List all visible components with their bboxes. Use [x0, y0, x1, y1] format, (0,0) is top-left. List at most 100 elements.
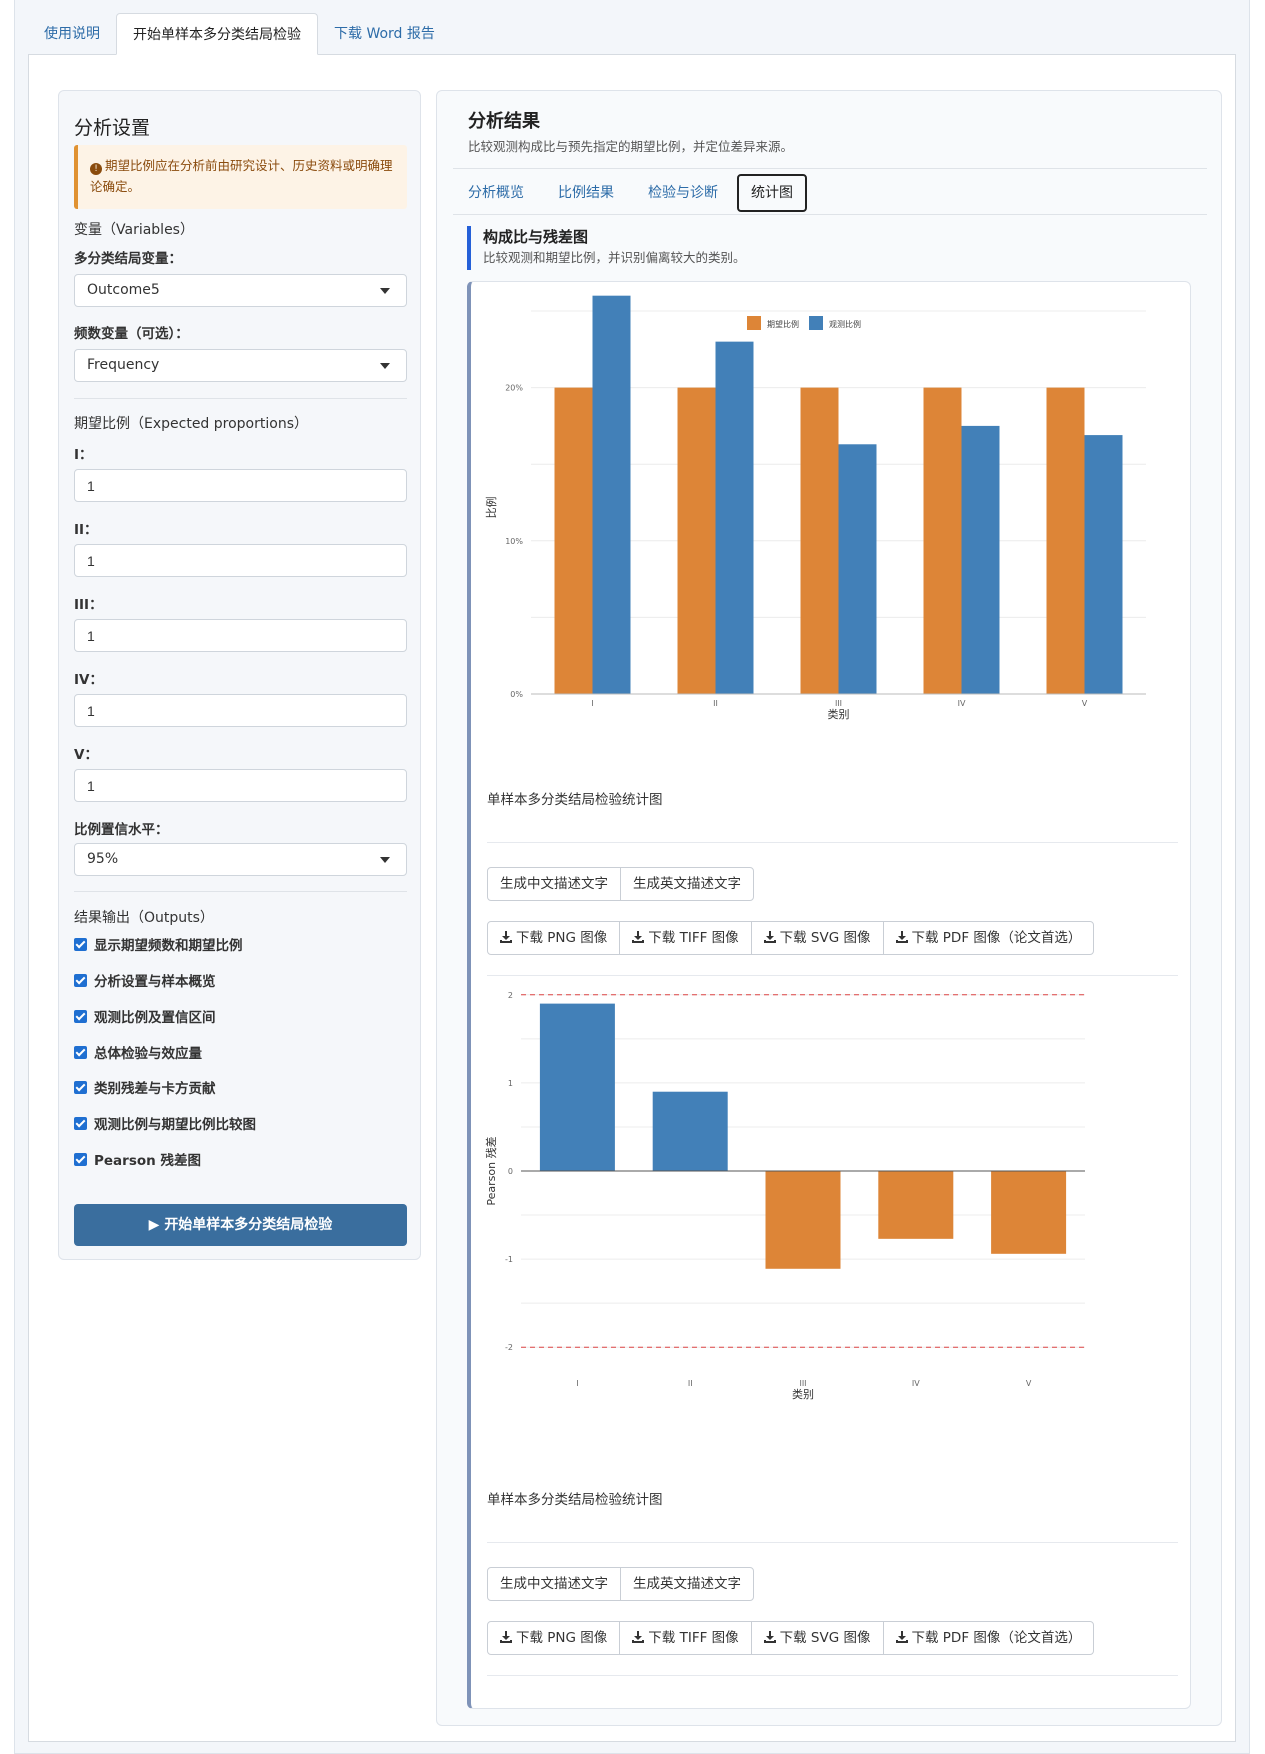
x-tick-label: IV — [958, 699, 966, 708]
chart1-desc-buttons: 生成中文描述文字 生成英文描述文字 — [487, 867, 754, 901]
download-pdf-button[interactable]: 下载 PDF 图像（论文首选） — [882, 1621, 1095, 1655]
legend-label: 观测比例 — [829, 319, 861, 329]
tab-start-test[interactable]: 开始单样本多分类结局检验 — [116, 13, 318, 55]
prop-label-5: V： — [74, 747, 98, 763]
chart2-desc-buttons: 生成中文描述文字 生成英文描述文字 — [487, 1567, 754, 1601]
output-checkbox-6[interactable]: 观测比例与期望比例比较图 — [74, 1113, 256, 1133]
divider — [487, 1542, 1178, 1543]
gen-english-desc-button[interactable]: 生成英文描述文字 — [620, 867, 754, 901]
checkbox-label: 分析设置与样本概览 — [94, 974, 216, 990]
divider — [453, 214, 1207, 215]
download-png-button[interactable]: 下载 PNG 图像 — [487, 921, 621, 955]
y-tick-label: 20% — [505, 384, 523, 393]
prop-input-3[interactable] — [74, 619, 407, 652]
output-checkbox-3[interactable]: 观测比例及置信区间 — [74, 1006, 216, 1026]
y-tick-label: 10% — [505, 537, 523, 546]
bar-observed — [838, 444, 877, 694]
download-png-button[interactable]: 下载 PNG 图像 — [487, 1621, 621, 1655]
chevron-down-icon — [380, 363, 390, 369]
button-label: 下载 SVG 图像 — [779, 1630, 871, 1646]
tab-download-report[interactable]: 下载 Word 报告 — [334, 26, 435, 42]
download-icon — [895, 931, 908, 943]
y-axis-label: Pearson 残差 — [484, 1136, 498, 1205]
download-svg-button[interactable]: 下载 SVG 图像 — [750, 921, 884, 955]
divider — [487, 975, 1178, 976]
button-label: 下载 SVG 图像 — [779, 930, 871, 946]
outcome-label: 多分类结局变量： — [74, 251, 182, 267]
bar-observed — [1084, 435, 1123, 694]
residual-bar — [765, 1171, 841, 1269]
ci-select[interactable]: 95% — [74, 843, 407, 876]
prop-label-3: III： — [74, 597, 103, 613]
x-tick-label: II — [713, 699, 718, 708]
output-checkbox-5[interactable]: 类别残差与卡方贡献 — [74, 1077, 216, 1097]
alert-text: 期望比例应在分析前由研究设计、历史资料或明确理论确定。 — [90, 158, 393, 194]
output-checkbox-2[interactable]: 分析设置与样本概览 — [74, 970, 216, 990]
checkbox-icon — [74, 973, 87, 987]
chart2-download-buttons: 下载 PNG 图像 下载 TIFF 图像 下载 SVG 图像 下载 PDF 图像… — [487, 1621, 1095, 1655]
button-label: 下载 PNG 图像 — [516, 1630, 608, 1646]
button-label: 下载 TIFF 图像 — [648, 1630, 739, 1646]
info-icon: ! — [90, 163, 102, 175]
variables-section-label: 变量（Variables） — [74, 222, 194, 238]
y-axis-label: 比例 — [484, 497, 498, 519]
sidebar-title: 分析设置 — [74, 117, 151, 139]
x-tick-label: III — [799, 1379, 806, 1388]
output-checkbox-7[interactable]: Pearson 残差图 — [74, 1149, 201, 1169]
chevron-down-icon — [380, 857, 390, 863]
output-checkbox-1[interactable]: 显示期望频数和期望比例 — [74, 934, 243, 954]
x-axis-label: 类别 — [792, 1387, 814, 1401]
run-button-label: 开始单样本多分类结局检验 — [164, 1217, 333, 1233]
output-checkbox-4[interactable]: 总体检验与效应量 — [74, 1042, 202, 1062]
results-title: 分析结果 — [468, 111, 540, 132]
gen-chinese-desc-button[interactable]: 生成中文描述文字 — [487, 1567, 621, 1601]
subtab-proportions[interactable]: 比例结果 — [558, 185, 614, 201]
prop-input-2[interactable] — [74, 544, 407, 577]
checkbox-label: 观测比例与期望比例比较图 — [94, 1117, 256, 1133]
plots-card: 0% 10% 20% I II III IV V 类别 比例 期望比例 观测比例 单样本多分类结局检验… — [467, 281, 1191, 1709]
freq-select[interactable]: Frequency — [74, 349, 407, 382]
prop-input-5[interactable] — [74, 769, 407, 802]
residual-bar — [878, 1171, 954, 1239]
prop-input-1[interactable] — [74, 469, 407, 502]
button-label: 下载 TIFF 图像 — [648, 930, 739, 946]
prop-input-4[interactable] — [74, 694, 407, 727]
chart1-download-buttons: 下载 PNG 图像 下载 TIFF 图像 下载 SVG 图像 下载 PDF 图像… — [487, 921, 1095, 955]
divider — [74, 891, 407, 892]
x-tick-label: I — [591, 699, 593, 708]
x-tick-label: V — [1026, 1379, 1032, 1388]
gen-english-desc-button[interactable]: 生成英文描述文字 — [620, 1567, 754, 1601]
bar-observed — [961, 425, 1000, 694]
download-tiff-button[interactable]: 下载 TIFF 图像 — [619, 921, 752, 955]
residual-bar — [652, 1091, 728, 1171]
divider — [487, 1675, 1178, 1676]
plots-section-header: 构成比与残差图 比较观测和期望比例，并识别偏离较大的类别。 — [467, 226, 1207, 270]
checkbox-icon — [74, 937, 87, 951]
prop-label-4: IV： — [74, 672, 103, 688]
checkbox-icon — [74, 1152, 87, 1166]
outcome-select[interactable]: Outcome5 — [74, 274, 407, 307]
download-tiff-button[interactable]: 下载 TIFF 图像 — [619, 1621, 752, 1655]
subtab-tests[interactable]: 检验与诊断 — [648, 185, 718, 201]
tab-instructions[interactable]: 使用说明 — [44, 26, 100, 42]
x-tick-label: II — [688, 1379, 693, 1388]
gen-chinese-desc-button[interactable]: 生成中文描述文字 — [487, 867, 621, 901]
subtab-overview[interactable]: 分析概览 — [468, 185, 524, 201]
legend-label: 期望比例 — [767, 319, 799, 329]
top-tabs: 使用说明 开始单样本多分类结局检验 下载 Word 报告 — [28, 13, 451, 55]
chart1-caption: 单样本多分类结局检验统计图 — [487, 792, 663, 808]
warning-alert: ! 期望比例应在分析前由研究设计、历史资料或明确理论确定。 — [74, 145, 407, 209]
bar-observed — [715, 341, 754, 694]
checkbox-icon — [74, 1045, 87, 1059]
x-tick-label: I — [576, 1379, 578, 1388]
results-panel: 分析结果 比较观测构成比与预先指定的期望比例，并定位差异来源。 分析概览 比例结… — [436, 90, 1222, 1726]
y-tick-label: -2 — [505, 1343, 513, 1352]
run-test-button[interactable]: ▶ 开始单样本多分类结局检验 — [74, 1204, 407, 1246]
ci-label: 比例置信水平： — [74, 822, 169, 838]
download-svg-button[interactable]: 下载 SVG 图像 — [750, 1621, 884, 1655]
download-pdf-button[interactable]: 下载 PDF 图像（论文首选） — [882, 921, 1095, 955]
divider — [487, 842, 1178, 843]
subtab-plots[interactable]: 统计图 — [737, 174, 807, 212]
checkbox-label: Pearson 残差图 — [94, 1153, 201, 1169]
